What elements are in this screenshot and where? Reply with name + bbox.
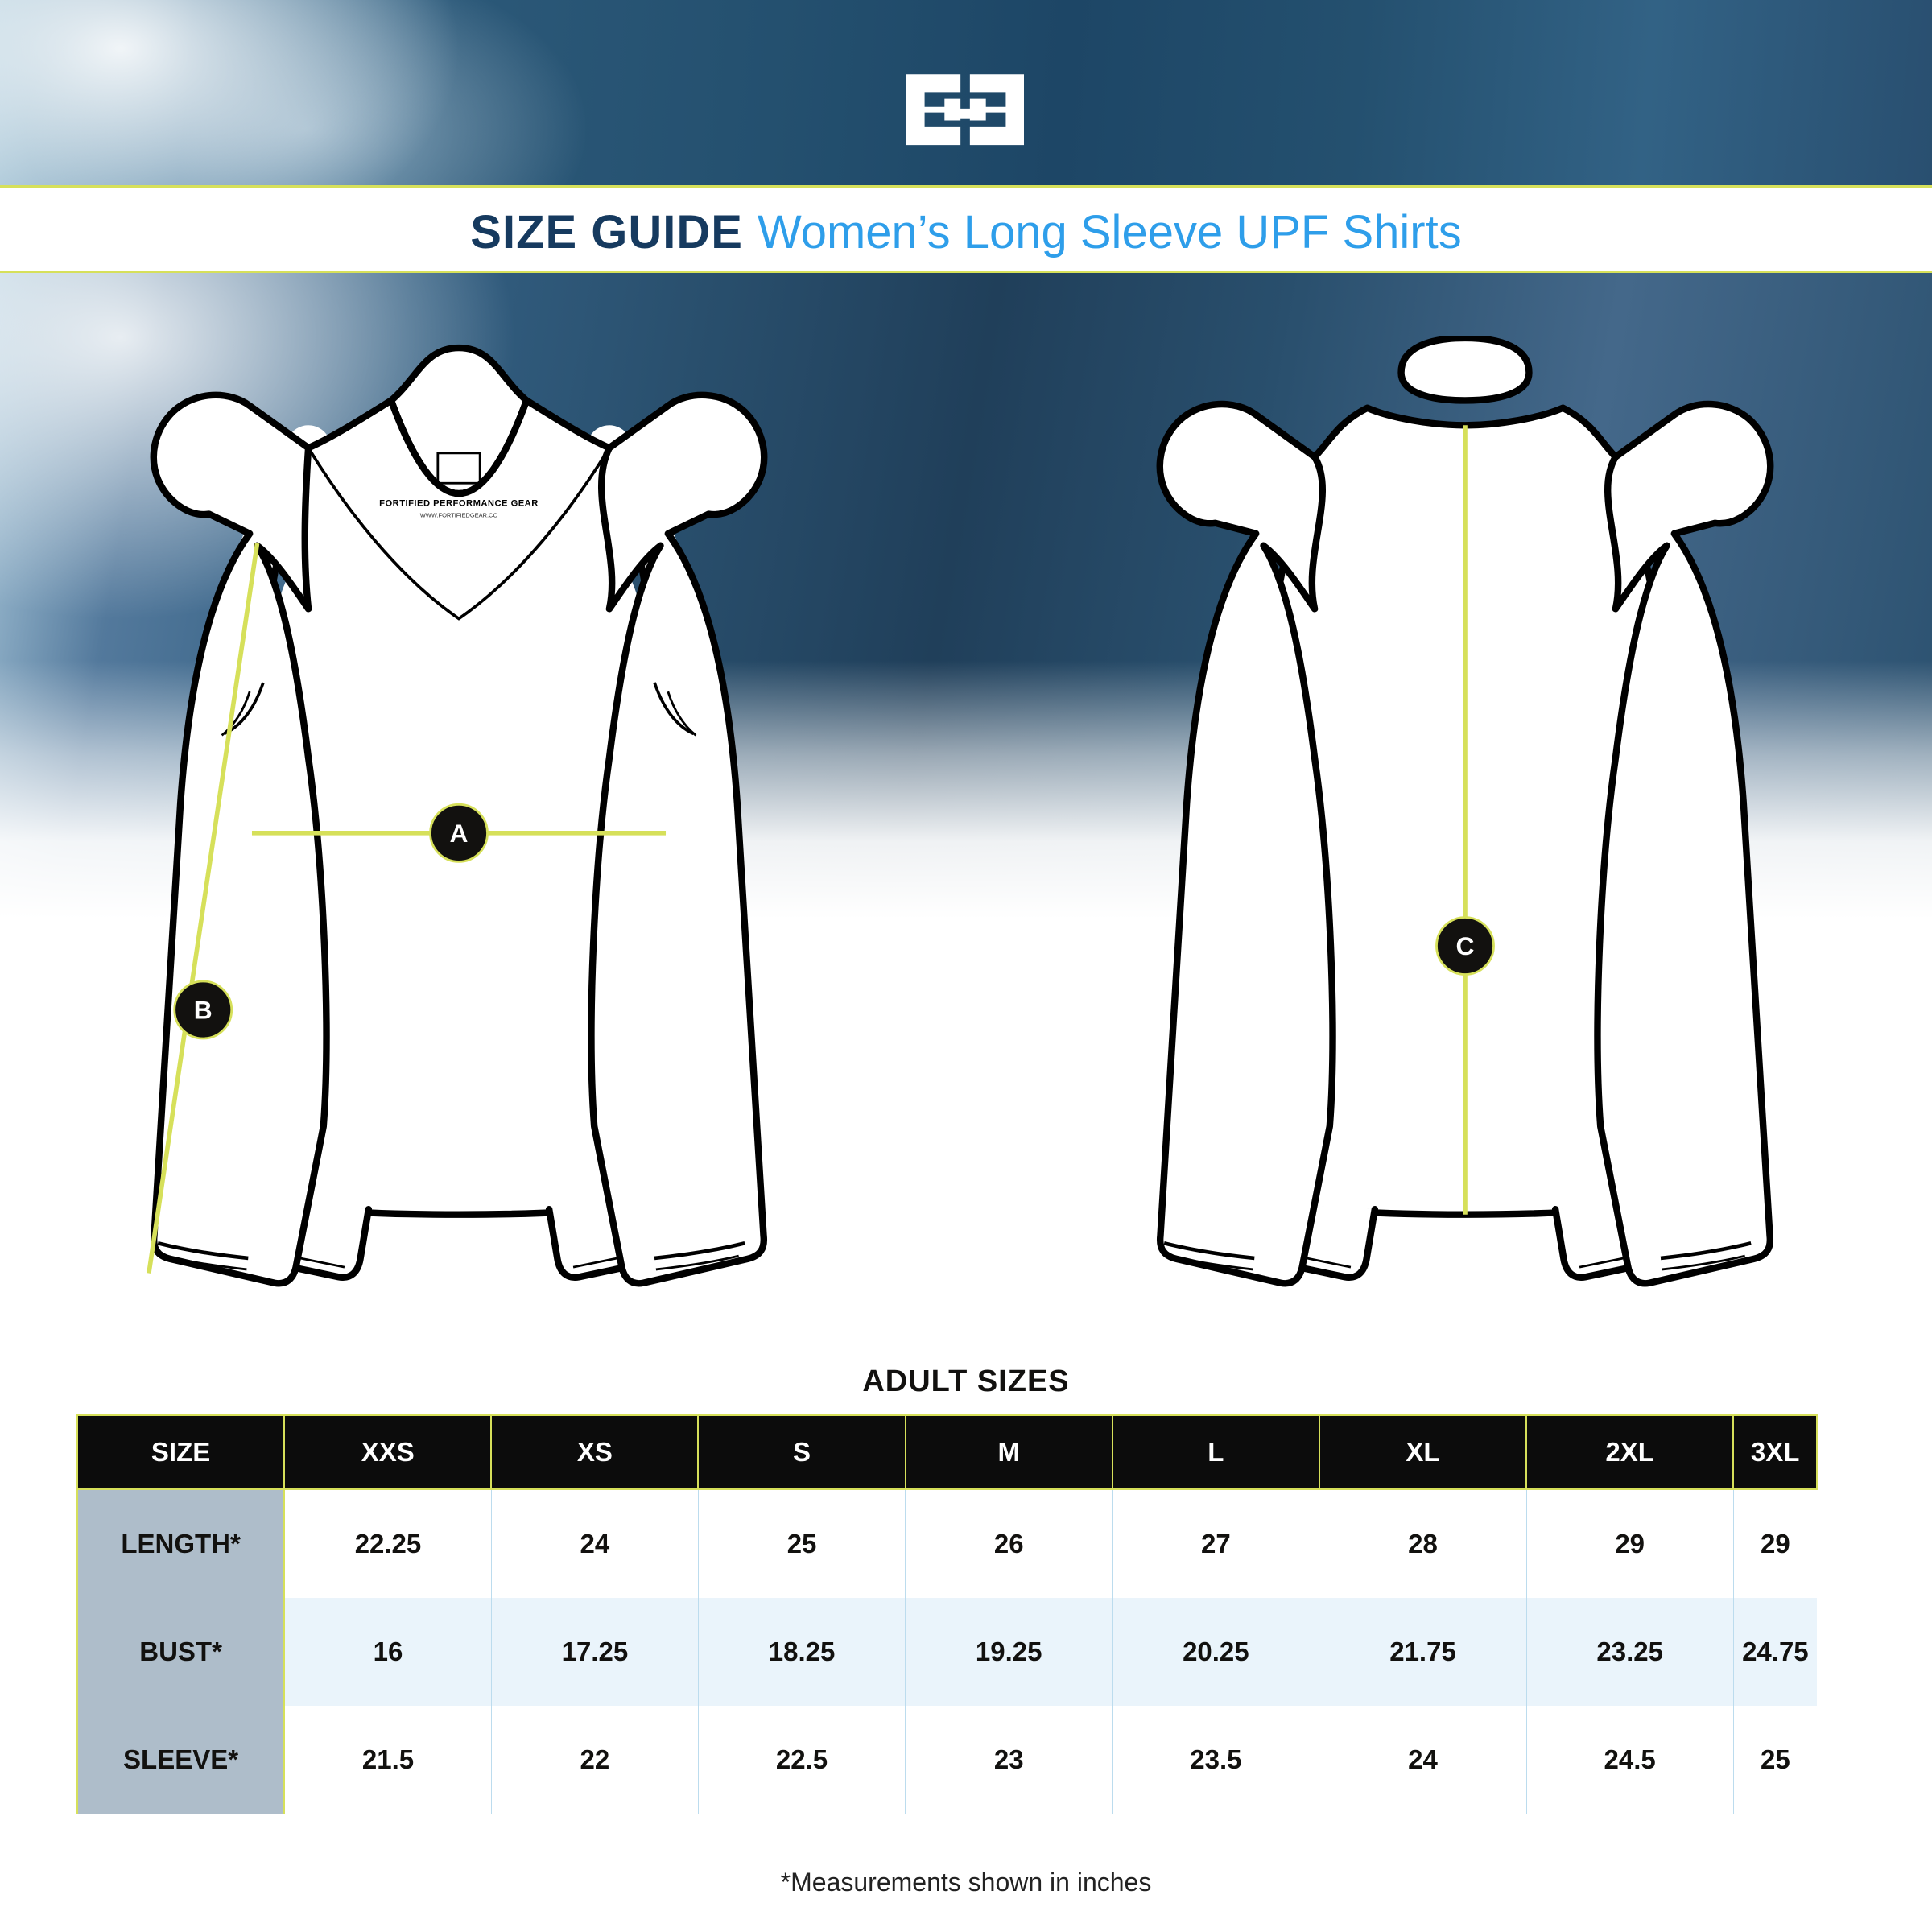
svg-text:FORTIFIED PERFORMANCE GEAR: FORTIFIED PERFORMANCE GEAR <box>379 498 539 508</box>
svg-text:A: A <box>450 819 469 848</box>
svg-text:B: B <box>194 996 213 1025</box>
svg-text:C: C <box>1456 931 1475 960</box>
svg-text:WWW.FORTIFIEDGEAR.CO: WWW.FORTIFIEDGEAR.CO <box>420 511 498 518</box>
